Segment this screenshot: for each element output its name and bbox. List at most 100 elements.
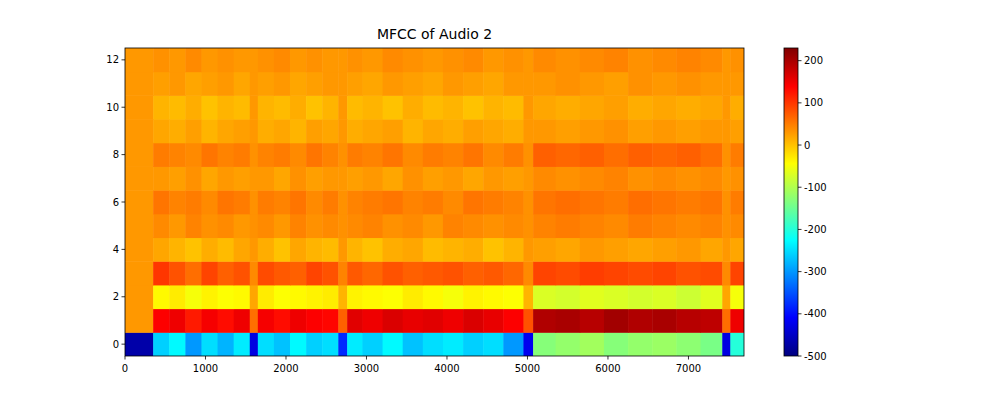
cell [730, 190, 744, 214]
cell [423, 309, 444, 333]
colorbar [784, 48, 798, 356]
cell [676, 166, 701, 190]
cell [383, 119, 404, 143]
cell [290, 72, 307, 96]
cell [306, 214, 323, 238]
cell [533, 95, 556, 119]
cell [403, 285, 424, 309]
cell [503, 95, 524, 119]
cell [234, 285, 251, 309]
cell [169, 143, 186, 167]
cell [169, 238, 186, 262]
cell [722, 285, 731, 309]
cell [258, 332, 275, 356]
cell [676, 214, 701, 238]
cell [483, 143, 504, 167]
cell [290, 119, 307, 143]
cell [556, 143, 581, 167]
cell [153, 190, 170, 214]
cell [383, 48, 404, 72]
y-tick [122, 249, 126, 250]
cell [443, 48, 464, 72]
cell [423, 214, 444, 238]
cell [125, 119, 154, 143]
cell [483, 238, 504, 262]
cell [533, 190, 556, 214]
cell [580, 119, 605, 143]
cell [403, 332, 424, 356]
x-tick [607, 356, 608, 360]
cell [258, 72, 275, 96]
cell [383, 285, 404, 309]
cell [628, 261, 653, 285]
cell [503, 309, 524, 333]
cell [290, 95, 307, 119]
cell [503, 119, 524, 143]
cell [347, 332, 363, 356]
cell [362, 332, 383, 356]
cell [125, 238, 154, 262]
x-tick-label: 6000 [595, 363, 620, 374]
cell [274, 214, 291, 238]
cell [556, 261, 581, 285]
cell [362, 238, 383, 262]
cell [347, 119, 363, 143]
cell [652, 238, 677, 262]
cell [730, 95, 744, 119]
cell [383, 332, 404, 356]
cell [722, 48, 731, 72]
cell [185, 332, 202, 356]
cell [338, 143, 347, 167]
cell [503, 190, 524, 214]
cell [347, 143, 363, 167]
cell [604, 285, 629, 309]
cell [722, 95, 731, 119]
cell [580, 166, 605, 190]
cell [258, 119, 275, 143]
cell [306, 166, 323, 190]
cell [676, 72, 701, 96]
cell [258, 143, 275, 167]
cell [362, 309, 383, 333]
cell [290, 48, 307, 72]
cell [580, 190, 605, 214]
cell [185, 143, 202, 167]
cell [153, 119, 170, 143]
cell [556, 309, 581, 333]
cell [628, 48, 653, 72]
cell [362, 72, 383, 96]
cell [652, 119, 677, 143]
cell [463, 261, 484, 285]
cell [604, 95, 629, 119]
cell [701, 119, 723, 143]
cell [218, 238, 235, 262]
cell [306, 332, 323, 356]
cell [250, 190, 259, 214]
cell [403, 119, 424, 143]
cell [628, 214, 653, 238]
cell [676, 190, 701, 214]
cell [234, 261, 251, 285]
cell [234, 95, 251, 119]
cell [258, 238, 275, 262]
cell [153, 238, 170, 262]
y-tick [122, 107, 126, 108]
cell [383, 95, 404, 119]
cell [362, 261, 383, 285]
cell [556, 119, 581, 143]
cell [322, 238, 339, 262]
cell [628, 72, 653, 96]
cell [338, 166, 347, 190]
cell [201, 72, 218, 96]
cell [250, 285, 259, 309]
cell [443, 190, 464, 214]
cell [185, 261, 202, 285]
cell [722, 238, 731, 262]
cell [423, 143, 444, 167]
cell [443, 261, 464, 285]
y-tick-label: 10 [106, 102, 119, 113]
cell [483, 190, 504, 214]
cell [423, 332, 444, 356]
x-tick [205, 356, 206, 360]
y-tick-label: 8 [113, 149, 119, 160]
